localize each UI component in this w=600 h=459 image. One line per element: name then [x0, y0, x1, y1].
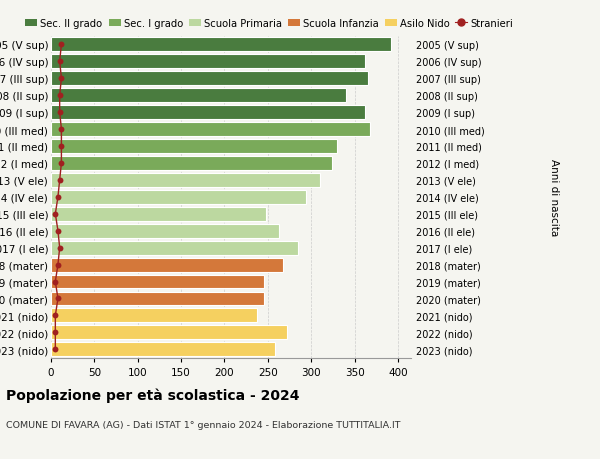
Point	[55, 92, 64, 100]
Point	[55, 58, 64, 66]
Bar	[51, 326, 287, 340]
Bar	[51, 89, 346, 103]
Point	[56, 160, 66, 167]
Point	[56, 75, 66, 83]
Point	[53, 261, 63, 269]
Bar	[51, 72, 368, 86]
Bar	[51, 38, 391, 52]
Point	[50, 211, 60, 218]
Bar	[51, 241, 298, 255]
Point	[50, 329, 60, 336]
Point	[53, 194, 63, 201]
Bar	[51, 207, 266, 221]
Point	[56, 143, 66, 150]
Bar	[51, 309, 257, 323]
Point	[56, 126, 66, 134]
Bar	[51, 342, 275, 357]
Y-axis label: Anni di nascita: Anni di nascita	[549, 159, 559, 236]
Point	[50, 278, 60, 285]
Point	[53, 228, 63, 235]
Bar	[51, 190, 306, 204]
Point	[50, 312, 60, 319]
Bar	[51, 174, 320, 187]
Point	[56, 41, 66, 49]
Bar	[51, 258, 283, 272]
Bar	[51, 123, 370, 137]
Bar	[51, 275, 263, 289]
Point	[55, 109, 64, 117]
Bar	[51, 140, 337, 154]
Bar	[51, 55, 365, 69]
Point	[53, 295, 63, 302]
Point	[55, 177, 64, 184]
Text: Popolazione per età scolastica - 2024: Popolazione per età scolastica - 2024	[6, 388, 299, 403]
Point	[55, 245, 64, 252]
Bar	[51, 292, 265, 306]
Point	[50, 346, 60, 353]
Bar	[51, 224, 279, 238]
Bar	[51, 106, 365, 120]
Text: COMUNE DI FAVARA (AG) - Dati ISTAT 1° gennaio 2024 - Elaborazione TUTTITALIA.IT: COMUNE DI FAVARA (AG) - Dati ISTAT 1° ge…	[6, 420, 401, 429]
Legend: Sec. II grado, Sec. I grado, Scuola Primaria, Scuola Infanzia, Asilo Nido, Stran: Sec. II grado, Sec. I grado, Scuola Prim…	[25, 18, 513, 28]
Bar	[51, 157, 332, 170]
